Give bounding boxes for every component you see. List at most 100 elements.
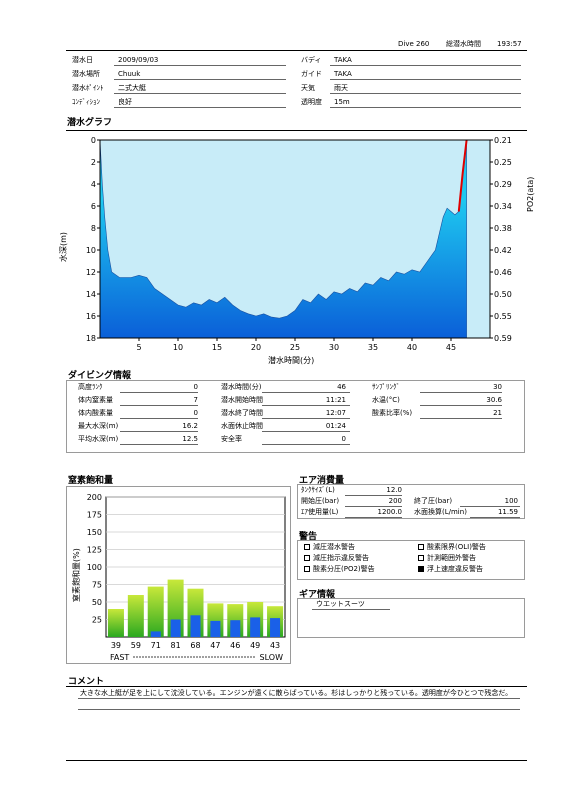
diving-info-underline xyxy=(120,418,198,419)
x-axis-label: 潜水時間(分) xyxy=(268,356,315,365)
info-underline xyxy=(114,93,286,94)
diving-info-label: 安全率 xyxy=(221,435,242,443)
depth-area xyxy=(99,139,467,339)
warning-item: 酸素限界(OLI)警告 xyxy=(418,543,486,552)
nitrogen-bar-inner xyxy=(250,617,261,637)
y-axis-label-po2: PO2(ata) xyxy=(526,176,535,212)
diving-info-heading: ダイビング情報 xyxy=(68,371,132,381)
y-axis-label-depth: 水深(m) xyxy=(59,231,68,262)
info-value: 二式大艇 xyxy=(118,84,146,92)
x-tick-label: 40 xyxy=(407,343,417,352)
surface-rate-value: 11.59 xyxy=(497,508,518,516)
warning-item: 減圧潜水警告 xyxy=(304,543,355,552)
diving-info-value: 0 xyxy=(193,383,198,391)
info-value: TAKA xyxy=(334,70,352,78)
nitrogen-bar-inner xyxy=(150,631,161,637)
warning-label: 浮上速度違反警告 xyxy=(427,565,483,573)
diving-info-underline xyxy=(262,418,350,419)
nitrogen-tick-label: 125 xyxy=(87,546,102,555)
diving-info-label: 潜水開始時間 xyxy=(221,396,263,404)
x-tick-label: 45 xyxy=(446,343,456,352)
info-underline xyxy=(330,79,521,80)
diving-info-underline xyxy=(262,405,350,406)
nitrogen-category-label: 59 xyxy=(131,641,141,650)
unchecked-box-icon xyxy=(418,555,424,561)
warning-item: 減圧指示違反警告 xyxy=(304,554,369,563)
info-value: TAKA xyxy=(334,56,352,64)
nitrogen-fast-label: FAST xyxy=(110,653,129,662)
surface-rate-label: 水面換算(L/min) xyxy=(414,508,467,516)
warnings-box xyxy=(297,540,525,580)
info-label: 天気 xyxy=(301,84,315,92)
air-heading: エア消費量 xyxy=(299,476,345,486)
diving-info-underline xyxy=(120,444,198,445)
gear-item: ウエットスーツ xyxy=(316,600,365,608)
nitrogen-category-label: 81 xyxy=(171,641,181,650)
start-pressure-value: 200 xyxy=(388,497,402,505)
po2-tick-label: 0.42 xyxy=(494,246,512,255)
nitrogen-bar xyxy=(147,586,164,637)
info-label: 透明度 xyxy=(301,98,322,106)
warnings-heading: 警告 xyxy=(299,532,318,542)
info-underline xyxy=(114,107,286,108)
po2-tick-label: 0.59 xyxy=(494,334,512,343)
depth-tick-label: 18 xyxy=(86,334,96,343)
x-tick-label: 35 xyxy=(368,343,378,352)
depth-tick-label: 14 xyxy=(86,290,96,299)
dive-graph-chart: 0 2 4 6 8 10 12 14 16 18 0.21 0.25 0.29 0.34 0.38 0.42 0… xyxy=(86,136,512,352)
diving-info-label: 体内窒素量 xyxy=(78,396,113,404)
diving-info-value: 30.6 xyxy=(486,396,502,404)
nitrogen-tick-label: 50 xyxy=(92,598,102,607)
po2-tick-label: 0.50 xyxy=(494,290,512,299)
warning-item: 計測範囲外警告 xyxy=(418,554,476,563)
nitrogen-slow-label: SLOW xyxy=(260,653,284,662)
depth-tick-label: 12 xyxy=(86,268,96,277)
po2-tick-label: 0.21 xyxy=(494,136,512,145)
ascent-warning-line xyxy=(457,139,468,212)
diving-info-label: 潜水終了時間 xyxy=(221,409,263,417)
diving-info-value: 46 xyxy=(337,383,346,391)
nitrogen-tick-label: 100 xyxy=(87,563,102,572)
depth-tick-label: 6 xyxy=(91,202,96,211)
unchecked-box-icon xyxy=(418,544,424,550)
diving-info-value: 12:07 xyxy=(325,409,346,417)
diving-info-label: 酸素比率(%) xyxy=(372,409,413,417)
nitrogen-category-label: 43 xyxy=(270,641,280,650)
nitrogen-category-label: 46 xyxy=(230,641,240,650)
info-label: ガイド xyxy=(301,70,322,78)
warning-label: 減圧潜水警告 xyxy=(313,543,355,551)
depth-tick-label: 4 xyxy=(91,180,96,189)
info-value: 15m xyxy=(334,98,350,106)
air-used-value: 1200.0 xyxy=(377,508,403,516)
po2-tick-label: 0.29 xyxy=(494,180,512,189)
diving-info-underline xyxy=(420,405,502,406)
diving-info-underline xyxy=(420,418,502,419)
info-underline xyxy=(330,107,521,108)
depth-tick-label: 2 xyxy=(91,158,96,167)
diving-info-underline xyxy=(120,431,198,432)
nitrogen-category-label: 49 xyxy=(250,641,260,650)
diving-info-label: 高度ﾗﾝｸ xyxy=(78,383,103,391)
footer-divider xyxy=(66,760,527,761)
diving-info-value: 0 xyxy=(193,409,198,417)
graph-divider xyxy=(66,130,527,131)
nitrogen-bar xyxy=(107,609,124,637)
nitrogen-box xyxy=(66,486,291,664)
warning-item: 浮上速度違反警告 xyxy=(418,565,483,574)
end-pressure-label: 終了圧(bar) xyxy=(414,497,453,505)
comment-heading: コメント xyxy=(68,677,105,687)
header-divider xyxy=(66,50,527,51)
end-pressure-value: 100 xyxy=(504,497,518,505)
warning-item: 酸素分圧(PO2)警告 xyxy=(304,565,375,574)
comment-divider xyxy=(66,686,527,687)
x-tick-label: 10 xyxy=(173,343,183,352)
gear-box xyxy=(297,598,525,638)
x-tick-label: 15 xyxy=(212,343,222,352)
nitrogen-tick-label: 200 xyxy=(87,493,102,502)
info-underline xyxy=(114,79,286,80)
diving-info-value: 16.2 xyxy=(182,422,198,430)
diving-info-label: ｻﾝﾌﾟﾘﾝｸﾞ xyxy=(372,383,400,391)
nitrogen-category-label: 47 xyxy=(210,641,220,650)
diving-info-underline xyxy=(420,392,502,393)
nitrogen-tick-label: 175 xyxy=(87,511,102,520)
